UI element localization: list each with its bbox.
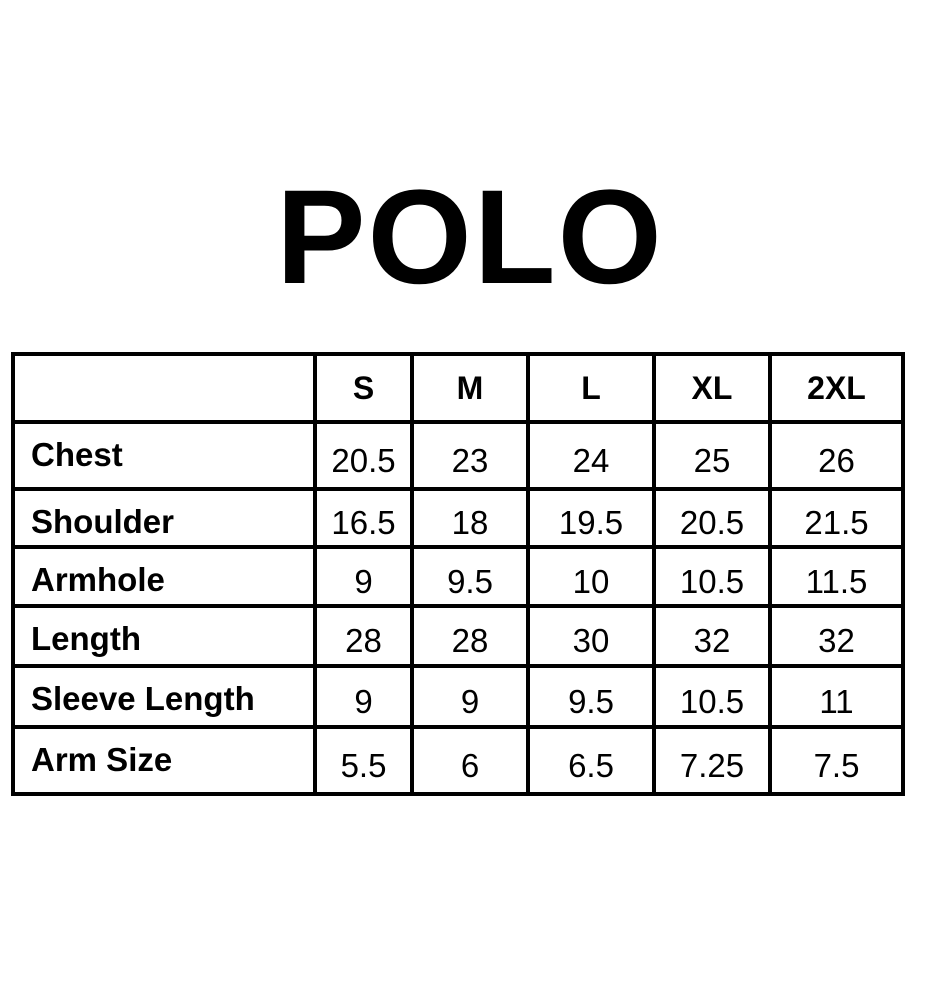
table-cell: 9: [313, 545, 414, 608]
table-row: Arm Size 5.5 6 6.5 7.25 7.5: [11, 725, 905, 796]
table-row: Chest 20.5 23 24 25 26: [11, 420, 905, 491]
table-cell: 9.5: [410, 545, 530, 608]
table-cell: 30: [526, 604, 656, 668]
table-cell: 11: [768, 664, 905, 729]
table-cell: 10.5: [652, 545, 772, 608]
table-cell: 7.5: [768, 725, 905, 796]
table-cell: 25: [652, 420, 772, 491]
row-label: Chest: [11, 420, 317, 491]
row-label: Sleeve Length: [11, 664, 317, 729]
table-cell: 9.5: [526, 664, 656, 729]
table-cell: 5.5: [313, 725, 414, 796]
table-cell: 28: [410, 604, 530, 668]
row-label: Armhole: [11, 545, 317, 608]
table-cell: 10: [526, 545, 656, 608]
table-cell: 19.5: [526, 487, 656, 549]
page-title: POLO: [276, 163, 664, 312]
table-cell: 6: [410, 725, 530, 796]
row-label: Shoulder: [11, 487, 317, 549]
table-cell: 21.5: [768, 487, 905, 549]
table-cell: 9: [313, 664, 414, 729]
table-row: Shoulder 16.5 18 19.5 20.5 21.5: [11, 487, 905, 549]
header-cell: M: [410, 352, 530, 424]
row-label: Arm Size: [11, 725, 317, 796]
table-cell: 32: [652, 604, 772, 668]
table-row: Armhole 9 9.5 10 10.5 11.5: [11, 545, 905, 608]
header-cell: XL: [652, 352, 772, 424]
table-cell: 20.5: [313, 420, 414, 491]
table-cell: 24: [526, 420, 656, 491]
table-cell: 9: [410, 664, 530, 729]
table-cell: 28: [313, 604, 414, 668]
table-cell: 18: [410, 487, 530, 549]
header-cell: S: [313, 352, 414, 424]
table-cell: 10.5: [652, 664, 772, 729]
header-row: S M L XL 2XL: [11, 352, 905, 424]
table-cell: 23: [410, 420, 530, 491]
size-chart-table: S M L XL 2XL Chest 20.5 23 24 25 26 Shoulder 16…: [11, 352, 905, 796]
header-cell: [11, 352, 317, 424]
row-label: Length: [11, 604, 317, 668]
header-cell: L: [526, 352, 656, 424]
table-cell: 6.5: [526, 725, 656, 796]
table-cell: 32: [768, 604, 905, 668]
table-row: Length 28 28 30 32 32: [11, 604, 905, 668]
table-cell: 7.25: [652, 725, 772, 796]
table-cell: 16.5: [313, 487, 414, 549]
table-cell: 11.5: [768, 545, 905, 608]
table-row: Sleeve Length 9 9 9.5 10.5 11: [11, 664, 905, 729]
table-cell: 20.5: [652, 487, 772, 549]
table-cell: 26: [768, 420, 905, 491]
header-cell: 2XL: [768, 352, 905, 424]
